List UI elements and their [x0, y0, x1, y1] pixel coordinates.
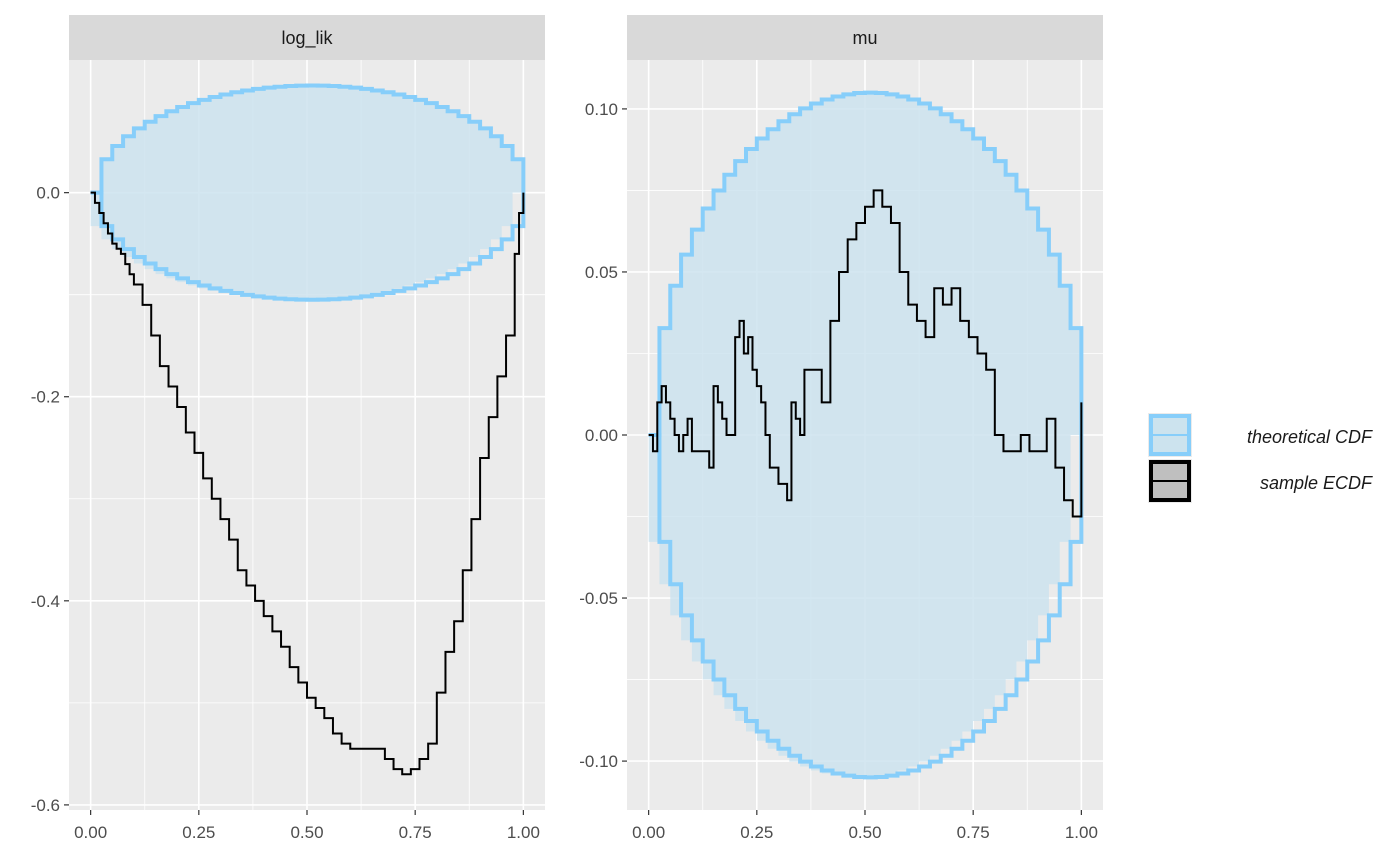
y-tick-label: -0.05 — [579, 589, 618, 608]
band-lower-edge — [648, 433, 1084, 780]
y-tick-label: -0.4 — [31, 592, 60, 611]
band-fill — [90, 85, 524, 300]
panel-mu: mu 0.00 0.25 0.50 0.75 1.00 0.10 0.05 0.00 -0.0… — [579, 15, 1103, 842]
y-tick-label: -0.6 — [31, 796, 60, 815]
sample-ecdf-line-mu — [648, 189, 1083, 518]
legend-label-sample-ecdf: sample ECDF — [1260, 473, 1373, 493]
strip-log-lik — [69, 15, 545, 60]
y-tick-label: -0.10 — [579, 752, 618, 771]
ecdf-line — [90, 191, 525, 776]
panel-log-lik: log_lik 0.00 0.25 0.50 0.75 1.00 0.0 -0.2 -0.4… — [31, 15, 545, 842]
x-tick-label: 0.25 — [740, 823, 773, 842]
y-axis-log-lik: 0.0 -0.2 -0.4 -0.6 — [31, 184, 69, 815]
band-upper-edge — [648, 90, 1084, 437]
x-tick-label: 0.75 — [957, 823, 990, 842]
y-tick-label: 0.05 — [585, 263, 618, 282]
x-tick-label: 0.50 — [848, 823, 881, 842]
sample-ecdf-line-log-lik — [90, 191, 525, 776]
legend-label-theoretical-cdf: theoretical CDF — [1247, 427, 1373, 447]
x-tick-label: 1.00 — [1065, 823, 1098, 842]
band-lower-edge — [90, 190, 526, 302]
legend: theoretical CDF sample ECDF — [1148, 413, 1373, 503]
x-tick-label: 0.50 — [290, 823, 323, 842]
y-tick-label: 0.10 — [585, 100, 618, 119]
y-tick-label: 0.0 — [36, 184, 60, 203]
x-axis-log-lik: 0.00 0.25 0.50 0.75 1.00 — [74, 810, 540, 842]
x-tick-label: 0.25 — [182, 823, 215, 842]
ecdf-line — [648, 189, 1083, 518]
y-axis-mu: 0.10 0.05 0.00 -0.05 -0.10 — [579, 100, 627, 771]
theoretical-cdf-band-mu — [648, 90, 1084, 780]
x-tick-label: 0.75 — [399, 823, 432, 842]
legend-item-sample-ecdf: sample ECDF — [1148, 459, 1373, 503]
y-tick-label: -0.2 — [31, 388, 60, 407]
x-axis-mu: 0.00 0.25 0.50 0.75 1.00 — [632, 810, 1098, 842]
y-tick-label: 0.00 — [585, 426, 618, 445]
legend-item-theoretical-cdf: theoretical CDF — [1148, 413, 1373, 457]
panel-title-log-lik: log_lik — [281, 28, 333, 49]
panel-title-mu: mu — [852, 28, 877, 48]
band-fill — [648, 92, 1082, 778]
band-upper-edge — [90, 83, 526, 195]
x-tick-label: 0.00 — [74, 823, 107, 842]
strip-mu — [627, 15, 1103, 60]
theoretical-cdf-band-log-lik — [90, 83, 526, 302]
x-tick-label: 1.00 — [507, 823, 540, 842]
x-tick-label: 0.00 — [632, 823, 665, 842]
